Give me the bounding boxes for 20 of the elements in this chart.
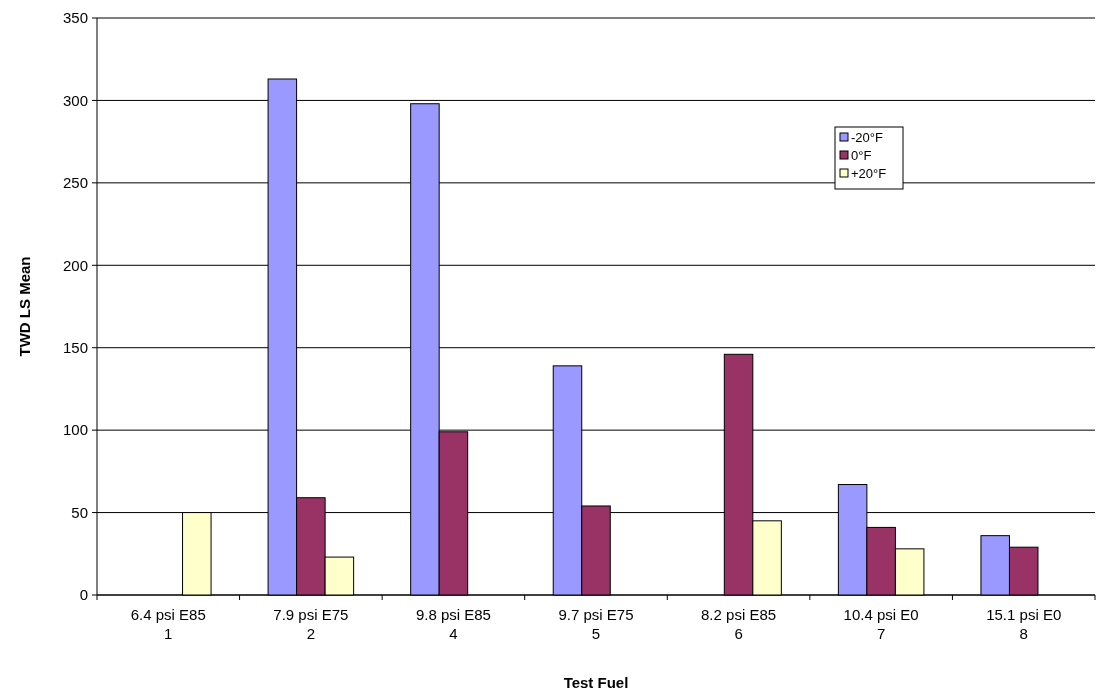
- y-tick-label: 150: [62, 338, 88, 356]
- y-tick-label: 250: [62, 174, 88, 192]
- y-tick-label: 200: [62, 256, 88, 274]
- legend-label: 0°F: [851, 147, 872, 163]
- legend-label: +20°F: [851, 165, 887, 181]
- y-tick-label: 300: [62, 91, 88, 109]
- x-tick-label: 8.2 psi E85 6: [701, 606, 777, 642]
- y-tick-label: 0: [79, 586, 88, 604]
- legend-label: -20°F: [851, 129, 883, 145]
- x-tick-label: 7.9 psi E75 2: [273, 606, 349, 642]
- x-axis-title: Test Fuel: [563, 674, 629, 691]
- y-tick-label: 100: [62, 421, 88, 439]
- x-tick-label: 9.7 psi E75 5: [558, 606, 634, 642]
- y-tick-label: 350: [62, 9, 88, 27]
- y-tick-label: 50: [71, 503, 88, 521]
- x-tick-label: 9.8 psi E85 4: [415, 606, 491, 642]
- x-tick-label: 6.4 psi E85 1: [130, 606, 206, 642]
- x-tick-label: 15.1 psi E0 8: [986, 606, 1062, 642]
- y-axis-title: TWD LS Mean: [16, 256, 33, 357]
- x-tick-label: 10.4 psi E0 7: [843, 606, 919, 642]
